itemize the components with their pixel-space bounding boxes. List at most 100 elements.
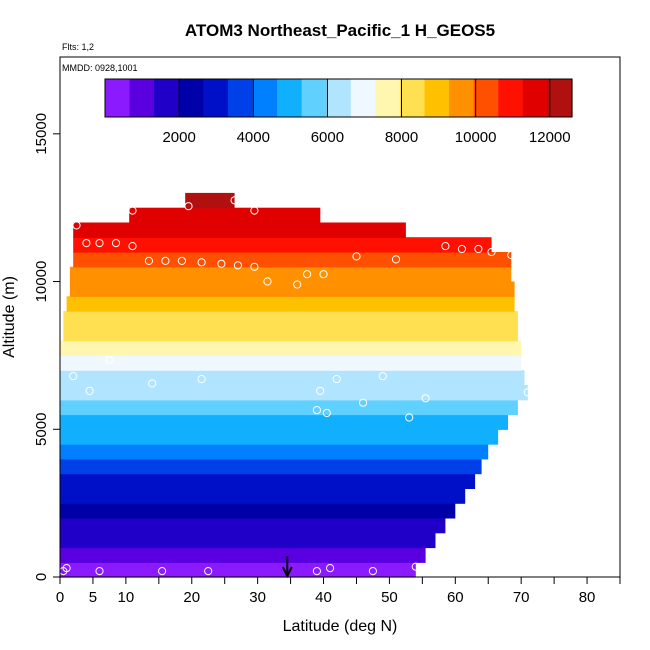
flight-point-4 xyxy=(204,567,213,576)
flight-point-2 xyxy=(95,567,104,576)
y-axis-label: Altitude (m) xyxy=(1,276,18,358)
flight-point-47 xyxy=(230,196,239,205)
colorbar-segment-8 xyxy=(301,79,327,117)
flight-point-11 xyxy=(148,379,157,388)
colorbar-segment-1 xyxy=(129,79,155,117)
y-tick-label-1: 5000 xyxy=(33,413,50,446)
curtain-band-20 xyxy=(69,266,512,283)
colorbar-segment-10 xyxy=(350,79,376,117)
x-axis-label: Latitude (deg N) xyxy=(283,618,398,635)
flight-point-34 xyxy=(263,277,272,286)
x-tick-label-2: 10 xyxy=(118,589,135,606)
curtain-band-6 xyxy=(60,473,476,489)
flight-point-32 xyxy=(233,261,242,270)
curtain-band-12 xyxy=(60,385,528,401)
x-axis: 0 5 10 20 30 40 50 60 70 80 xyxy=(56,577,621,606)
x-tick-label-3: 20 xyxy=(183,589,200,606)
colorbar-segment-13 xyxy=(424,79,450,117)
flight-point-14 xyxy=(332,374,341,384)
colorbar-segment-12 xyxy=(399,79,426,117)
colorbar-segment-18 xyxy=(547,79,573,117)
curtain-layer xyxy=(60,192,528,578)
curtain-band-22 xyxy=(73,237,492,253)
colorbar-segment-11 xyxy=(375,79,401,117)
flight-point-30 xyxy=(197,258,206,267)
flight-point-41 xyxy=(457,244,466,254)
flight-point-40 xyxy=(441,242,450,251)
colorbar-segment-14 xyxy=(449,79,475,117)
marker-layer xyxy=(281,556,293,579)
curtain-band-19 xyxy=(69,281,515,297)
colorbar-segment-15 xyxy=(473,79,499,117)
curtain-band-18 xyxy=(66,296,515,312)
colorbar-segment-3 xyxy=(178,79,204,117)
colorbar-tick-label-5: 12000 xyxy=(529,129,571,146)
flight-point-3 xyxy=(158,567,167,576)
flight-point-46 xyxy=(184,202,193,211)
colorbar-tick-label-0: 2000 xyxy=(162,129,195,146)
flight-point-15 xyxy=(378,372,387,381)
flight-point-16 xyxy=(312,406,321,415)
colorbar-segment-5 xyxy=(227,79,254,117)
flight-point-6 xyxy=(326,564,335,573)
colorbar-segment-0 xyxy=(105,79,131,117)
curtain-band-17 xyxy=(63,311,518,327)
x-tick-label-5: 40 xyxy=(315,589,332,606)
curtain-band-2 xyxy=(60,532,436,549)
flight-point-31 xyxy=(217,259,226,268)
curtain-band-16 xyxy=(63,325,518,342)
flight-point-48 xyxy=(250,206,259,215)
flight-point-36 xyxy=(303,270,312,279)
flight-point-20 xyxy=(421,394,430,403)
curtain-band-9 xyxy=(60,429,499,445)
flight-point-7 xyxy=(368,567,377,576)
flight-point-25 xyxy=(111,239,121,248)
curtain-band-11 xyxy=(60,399,518,416)
colorbar-tick-label-2: 6000 xyxy=(311,129,344,146)
curtain-band-1 xyxy=(60,547,426,563)
flight-point-23 xyxy=(82,239,91,248)
x-tick-label-0: 0 xyxy=(56,589,64,606)
curtain-band-10 xyxy=(60,414,508,430)
curtain-band-23 xyxy=(73,222,406,238)
y-tick-label-3: 15000 xyxy=(33,113,50,155)
colorbar-tick-label-3: 8000 xyxy=(385,129,418,146)
flight-point-35 xyxy=(293,280,302,289)
colorbar-segment-7 xyxy=(277,79,303,117)
curtain-band-4 xyxy=(60,503,456,519)
y-tick-label-2: 10000 xyxy=(33,261,50,303)
colorbar-segment-2 xyxy=(154,79,180,117)
y-tick-label-0: 0 xyxy=(33,573,50,581)
curtain-band-25 xyxy=(185,192,235,209)
colorbar-tick-label-1: 4000 xyxy=(237,129,270,146)
curtain-band-3 xyxy=(60,517,446,534)
flight-point-37 xyxy=(319,270,328,279)
curtain-band-7 xyxy=(60,458,482,475)
colorbar-segment-4 xyxy=(203,79,229,117)
flight-point-13 xyxy=(316,386,325,395)
x-tick-label-7: 60 xyxy=(447,589,464,606)
flight-point-44 xyxy=(507,250,516,260)
flight-point-17 xyxy=(322,408,331,418)
flight-point-22 xyxy=(72,221,81,230)
flight-point-21 xyxy=(523,388,532,397)
curtain-band-15 xyxy=(60,340,522,356)
x-tick-label-1: 5 xyxy=(89,589,97,606)
flight-point-29 xyxy=(177,256,186,265)
flight-point-10 xyxy=(85,386,94,395)
position-arrow-head xyxy=(281,566,293,579)
curtain-band-8 xyxy=(60,444,489,460)
flight-point-49 xyxy=(105,355,114,364)
flight-point-33 xyxy=(250,262,259,271)
x-tick-label-9: 80 xyxy=(579,589,596,606)
colorbar-segment-17 xyxy=(522,79,549,117)
flight-point-27 xyxy=(144,256,153,265)
flight-point-18 xyxy=(359,398,368,407)
flight-point-8 xyxy=(411,562,420,571)
flight-point-19 xyxy=(405,413,414,422)
flight-point-43 xyxy=(487,247,496,257)
flights-label: Flts: 1,2 xyxy=(62,42,94,52)
flight-point-39 xyxy=(391,255,401,264)
x-tick-label-6: 50 xyxy=(381,589,398,606)
flight-points-layer xyxy=(59,196,532,576)
